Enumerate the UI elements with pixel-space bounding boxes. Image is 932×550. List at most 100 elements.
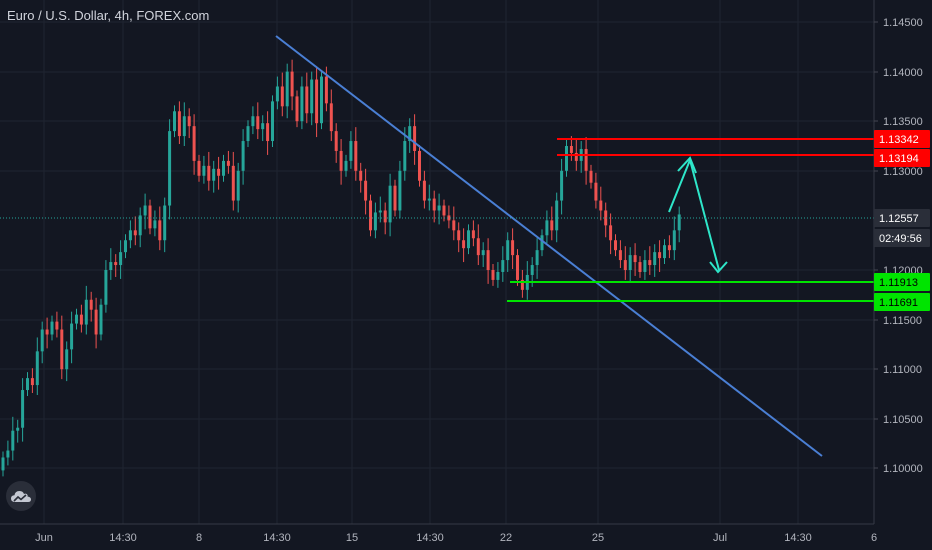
y-tick-label: 1.11500 — [883, 315, 922, 327]
candle-body — [442, 205, 446, 216]
candle-body — [408, 126, 412, 142]
candle-body — [192, 126, 196, 161]
grid — [0, 0, 875, 524]
candle-body — [663, 245, 666, 259]
candle-body — [197, 160, 201, 176]
price-labels: 1.13342 1.13194 1.12557 02:49:56 1.11913 1.11… — [874, 130, 930, 311]
y-tick-label: 1.10500 — [883, 414, 923, 426]
tradingview-cloud-icon[interactable] — [6, 481, 36, 511]
candle-body — [65, 349, 69, 370]
x-tick-label: 8 — [196, 532, 202, 544]
projection-arrow-up — [677, 156, 697, 174]
candle-body — [246, 126, 250, 142]
y-tick-label: 1.14000 — [883, 67, 923, 79]
trendline[interactable] — [275, 35, 823, 457]
projection-path[interactable] — [668, 156, 720, 271]
candle-body — [11, 430, 15, 451]
candle-body — [589, 170, 593, 183]
candle-body — [310, 79, 314, 114]
candle-body — [618, 250, 622, 261]
candle-body — [452, 220, 456, 231]
candle-body — [653, 252, 657, 266]
candle-body — [569, 146, 573, 153]
candle-body — [364, 180, 368, 201]
candle-body — [75, 314, 78, 324]
candle-body — [638, 262, 642, 272]
resistance-price-label-upper — [874, 130, 930, 148]
y-tick-label: 1.13000 — [883, 166, 923, 178]
candle-body — [540, 235, 544, 251]
candle-body — [545, 220, 549, 236]
candle-body — [648, 260, 652, 266]
candle-body — [305, 86, 309, 114]
resistance-price-label-upper-text: 1.13342 — [879, 134, 919, 146]
time-axis-bg[interactable] — [0, 524, 932, 550]
candle-body — [30, 378, 34, 386]
candle-body — [535, 250, 539, 266]
support-price-label-upper-text: 1.11913 — [879, 277, 918, 289]
candle-body — [447, 215, 451, 221]
candle-body — [643, 260, 647, 272]
candle-body — [109, 262, 113, 270]
candle-body — [403, 141, 407, 171]
candle-countdown-label-text: 02:49:56 — [879, 233, 922, 245]
y-tick-label: 1.10000 — [883, 463, 923, 475]
candle-body — [212, 168, 216, 181]
candle-body — [320, 76, 323, 124]
candle-body — [398, 170, 402, 211]
candle-body — [359, 170, 363, 181]
candle-body — [560, 170, 564, 201]
candle-body — [45, 329, 49, 335]
candle-body — [457, 230, 461, 241]
candle-body — [516, 255, 519, 280]
candle-body — [226, 160, 230, 166]
candle-body — [35, 351, 39, 386]
candle-body — [520, 279, 524, 290]
candle-countdown-label — [874, 229, 930, 247]
candle-body — [574, 152, 578, 161]
candle-body — [168, 131, 172, 206]
candle-body — [104, 270, 108, 305]
candle-body — [413, 126, 417, 151]
candle-body — [324, 76, 328, 104]
candle-body — [437, 205, 441, 211]
x-tick-label: 14:30 — [784, 532, 812, 544]
candle-body — [633, 255, 637, 263]
candle-body — [373, 212, 377, 231]
candle-body — [21, 390, 25, 428]
candle-body — [241, 141, 245, 171]
candle-body — [422, 180, 426, 201]
y-tick-label: 1.13500 — [883, 116, 923, 128]
candle-body — [84, 299, 88, 325]
x-tick-label: 14:30 — [109, 532, 137, 544]
candle-body — [378, 210, 382, 213]
candle-body — [467, 230, 470, 249]
candle-body — [614, 240, 617, 251]
time-axis[interactable]: Jun 14:30 8 14:30 15 14:30 22 25 Jul 14:30 6 — [0, 523, 932, 550]
candle-body — [202, 165, 206, 176]
support-price-label-lower-text: 1.11691 — [879, 297, 918, 309]
candle-body — [275, 86, 279, 102]
candles — [1, 59, 681, 477]
candle-body — [677, 214, 681, 231]
chart-title: Euro / U.S. Dollar, 4h, FOREX.com — [7, 8, 210, 23]
candle-body — [70, 323, 74, 350]
candle-body — [182, 116, 186, 137]
support-price-label-lower — [874, 293, 930, 311]
candle-body — [427, 198, 431, 201]
candle-body — [119, 252, 123, 266]
candle-body — [329, 103, 333, 132]
candle-body — [501, 260, 505, 272]
candle-body — [565, 146, 568, 171]
candle-body — [133, 230, 137, 236]
x-tick-label: 14:30 — [416, 532, 444, 544]
candle-body — [40, 329, 44, 352]
candle-body — [50, 321, 54, 335]
drawings[interactable] — [275, 35, 874, 457]
x-tick-label: 15 — [346, 532, 358, 544]
candle-body — [334, 131, 338, 151]
candle-body — [6, 450, 10, 458]
candle-body — [99, 304, 103, 335]
